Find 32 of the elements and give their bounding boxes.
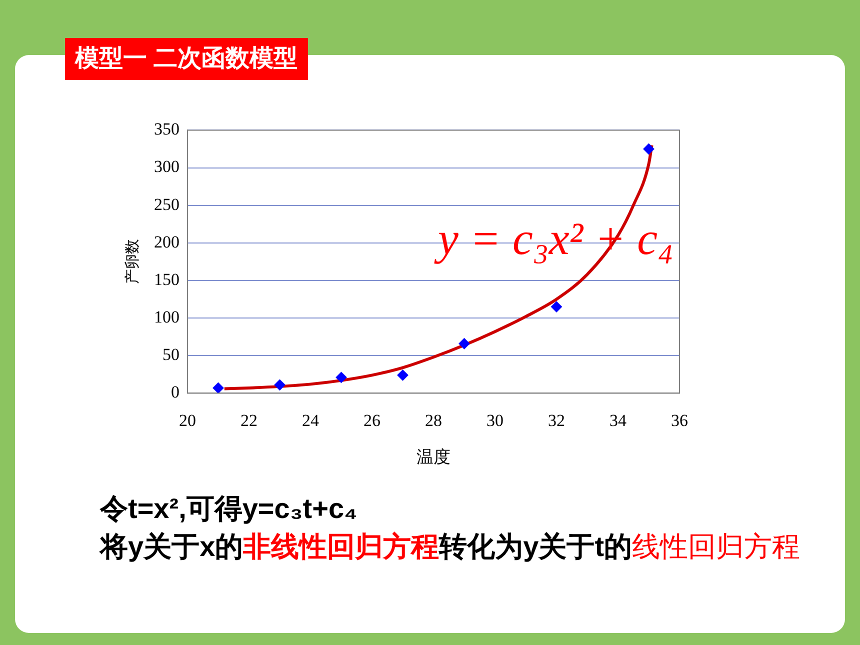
point bbox=[397, 370, 408, 381]
y-tick-label: 300 bbox=[154, 157, 180, 176]
text: 线性回归方程 bbox=[632, 531, 800, 562]
y-tick-label: 100 bbox=[154, 308, 180, 327]
point bbox=[458, 338, 470, 350]
x-tick-label: 32 bbox=[548, 410, 565, 430]
y-tick-label: 250 bbox=[154, 194, 180, 214]
point bbox=[336, 372, 347, 383]
x-tick-label: 26 bbox=[364, 410, 380, 430]
x-axis-title: 温度 bbox=[416, 447, 450, 466]
text: 转化为y关于t的 bbox=[439, 531, 632, 562]
text: 非线性回归方程 bbox=[243, 531, 440, 562]
x-tick-label: 28 bbox=[425, 410, 442, 430]
x-tick-label: 22 bbox=[240, 410, 258, 430]
x-tick-label: 24 bbox=[302, 410, 320, 430]
x-tick-label: 20 bbox=[179, 410, 196, 430]
y-tick-label: 150 bbox=[154, 270, 180, 289]
point bbox=[643, 143, 654, 154]
x-tick-label: 34 bbox=[610, 410, 627, 430]
y-tick-label: 350 bbox=[154, 120, 180, 139]
text: 令t=x²,可得y=c₃t+c₄ bbox=[100, 492, 358, 526]
y-tick-label: 200 bbox=[154, 232, 180, 252]
y-tick-label: 50 bbox=[162, 345, 180, 364]
point bbox=[274, 379, 286, 390]
x-tick-label: 36 bbox=[671, 410, 688, 430]
text: 将y关于x的 bbox=[100, 531, 244, 562]
y-tick-label: 0 bbox=[171, 382, 180, 402]
y-axis-title: 产卵数 bbox=[124, 239, 141, 284]
point bbox=[212, 382, 224, 394]
x-tick-label: 30 bbox=[486, 410, 504, 430]
chart-title: 模型一 二次函数模型 bbox=[65, 38, 308, 80]
point bbox=[551, 301, 562, 312]
